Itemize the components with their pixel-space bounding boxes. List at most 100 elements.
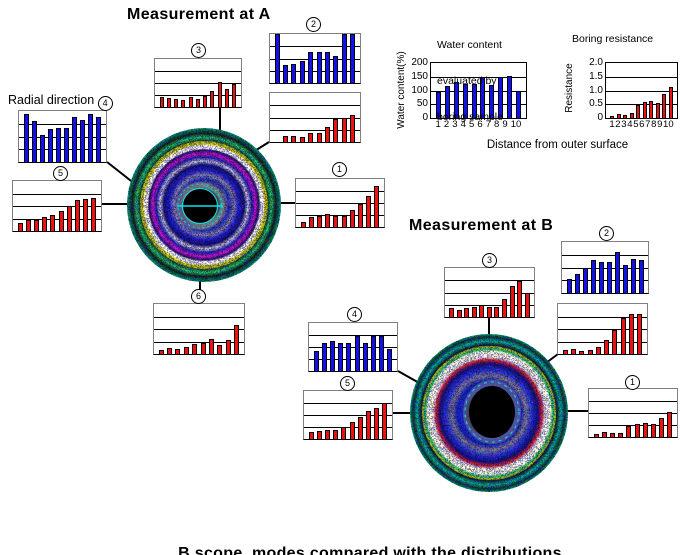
bar bbox=[667, 411, 673, 437]
gridline bbox=[13, 206, 101, 207]
bar bbox=[308, 51, 314, 83]
bar bbox=[668, 87, 673, 118]
bar bbox=[464, 308, 470, 317]
y-tick-label: 0.5 bbox=[589, 98, 603, 110]
bar bbox=[175, 349, 181, 354]
bar bbox=[616, 113, 621, 118]
bar bbox=[329, 341, 335, 371]
circled-1-label: 1 bbox=[332, 162, 347, 177]
x-tick-label: 5 bbox=[633, 119, 639, 130]
bar bbox=[634, 424, 640, 437]
y-tick-label: 200 bbox=[411, 57, 428, 68]
gridline bbox=[270, 117, 360, 119]
x-tick-label: 8 bbox=[651, 119, 657, 130]
chart-a4-radial bbox=[18, 110, 107, 163]
gridline bbox=[431, 104, 526, 106]
chart-a5 bbox=[12, 180, 102, 232]
gridline bbox=[296, 203, 384, 204]
gridline bbox=[304, 403, 392, 404]
radial-direction-label: Radial direction 4 bbox=[8, 93, 113, 111]
circled-1-label: 1 bbox=[625, 375, 640, 390]
gridline bbox=[154, 329, 244, 330]
gridline bbox=[562, 280, 648, 282]
bar-group bbox=[296, 179, 384, 227]
bar bbox=[579, 350, 585, 354]
bar bbox=[316, 430, 322, 439]
chart-b3 bbox=[444, 267, 535, 318]
circled-4-label: 4 bbox=[347, 307, 362, 322]
bar-group bbox=[270, 34, 360, 83]
bscope-image-a bbox=[127, 128, 281, 282]
bar bbox=[649, 100, 654, 118]
bar bbox=[387, 349, 393, 371]
circled-6-label: 6 bbox=[191, 289, 206, 304]
bar bbox=[234, 324, 240, 354]
bar bbox=[80, 119, 86, 162]
x-tick-label: 5 bbox=[468, 119, 475, 130]
chart-a2 bbox=[269, 33, 361, 84]
bar bbox=[650, 423, 656, 437]
bar bbox=[66, 206, 72, 231]
bar bbox=[325, 51, 331, 83]
bar bbox=[217, 345, 223, 354]
circled-2-label: 2 bbox=[599, 226, 614, 241]
x-tick-labels: 1 2 3 4 5 6 7 8 9 10 bbox=[431, 119, 526, 130]
bar bbox=[159, 97, 164, 107]
bar bbox=[489, 84, 495, 118]
x-tick-label: 10 bbox=[510, 119, 522, 130]
radial-direction-text: Radial direction bbox=[8, 93, 95, 107]
gridline bbox=[431, 90, 526, 92]
gridline bbox=[309, 359, 397, 360]
bar bbox=[291, 64, 297, 83]
gridline bbox=[589, 401, 677, 402]
bar bbox=[659, 418, 665, 437]
bar bbox=[354, 336, 360, 371]
x-tick-label: 8 bbox=[494, 119, 500, 130]
chart-b1 bbox=[588, 388, 678, 438]
gridline bbox=[445, 280, 534, 282]
bar bbox=[321, 343, 327, 371]
bar bbox=[83, 198, 89, 231]
bar-group bbox=[562, 242, 648, 293]
connector-line bbox=[106, 161, 136, 185]
gridline bbox=[445, 304, 534, 306]
gridline bbox=[296, 191, 384, 192]
y-tick-label: 100 bbox=[411, 84, 428, 96]
bar bbox=[91, 197, 97, 231]
bar bbox=[308, 132, 314, 142]
bar bbox=[350, 34, 356, 83]
bar bbox=[515, 90, 521, 118]
bar bbox=[341, 427, 347, 439]
bar bbox=[316, 132, 322, 142]
chart-a2-resistance bbox=[269, 92, 361, 143]
bar bbox=[480, 76, 486, 118]
bar bbox=[370, 336, 376, 371]
water-content-ylabel: Water content(%) bbox=[396, 51, 407, 129]
bar-group bbox=[558, 304, 647, 354]
bar bbox=[462, 83, 468, 118]
gridline bbox=[13, 218, 101, 220]
x-tick-label: 2 bbox=[443, 119, 450, 130]
bar bbox=[629, 314, 635, 354]
bar bbox=[313, 350, 319, 371]
bar bbox=[524, 292, 530, 317]
bar bbox=[494, 307, 500, 317]
bar bbox=[31, 121, 37, 162]
bar bbox=[333, 429, 339, 439]
gridline bbox=[270, 129, 360, 131]
bar bbox=[637, 314, 643, 354]
x-tick-label: 9 bbox=[657, 119, 663, 130]
bar bbox=[192, 344, 198, 354]
x-tick-label: 1 bbox=[435, 119, 441, 130]
gridline bbox=[562, 254, 648, 256]
bar-group bbox=[309, 323, 397, 371]
boring-resistance-chart-title: Boring resistance bbox=[572, 33, 654, 45]
gridline bbox=[155, 83, 241, 84]
gridline bbox=[589, 413, 677, 414]
bar bbox=[612, 330, 618, 354]
chart-a1 bbox=[295, 178, 385, 228]
gridline bbox=[558, 341, 647, 343]
bar bbox=[166, 97, 171, 107]
distance-xlabel: Distance from outer surface bbox=[486, 139, 629, 151]
bar bbox=[300, 222, 306, 227]
